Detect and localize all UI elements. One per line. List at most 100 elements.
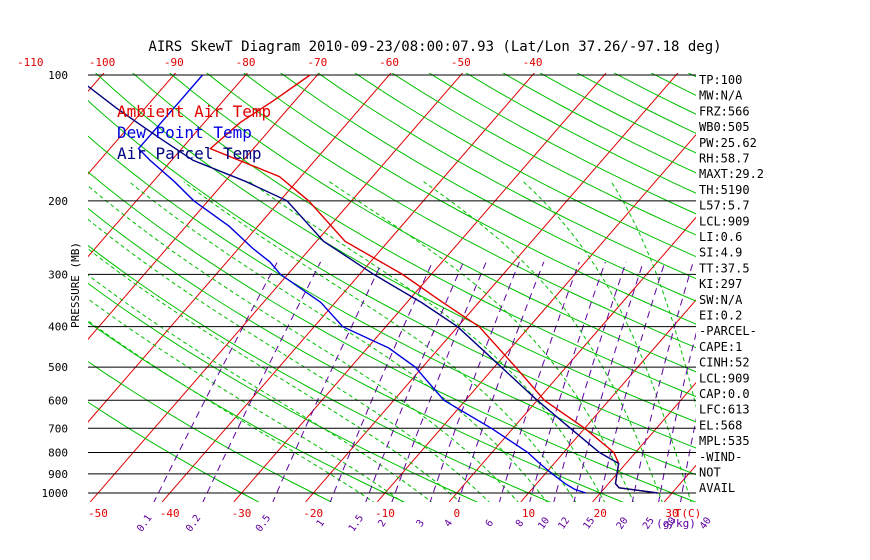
moist-adiabat-line bbox=[88, 218, 490, 502]
bottom-temperature-tick: 0 bbox=[453, 507, 460, 520]
dry-adiabat-line bbox=[391, 73, 696, 236]
dry-adiabat-line bbox=[88, 171, 696, 502]
isotherm-line bbox=[0, 56, 47, 502]
bottom-temperature-tick: 10 bbox=[522, 507, 535, 520]
mixing-ratio-line bbox=[272, 261, 383, 502]
bottom-temperature-tick: -50 bbox=[88, 507, 108, 520]
stat-entry: CAPE:1 bbox=[699, 340, 742, 354]
bottom-temperature-tick: -10 bbox=[375, 507, 395, 520]
dry-adiabat-line bbox=[94, 73, 696, 423]
pressure-tick-label: 400 bbox=[48, 321, 68, 334]
bottom-temperature-tick: 20 bbox=[594, 507, 607, 520]
mixing-ratio-line bbox=[457, 261, 545, 502]
dry-adiabat-line bbox=[502, 73, 696, 174]
mixing-ratio-tick: 0.1 bbox=[135, 513, 154, 534]
dry-adiabat-line bbox=[354, 73, 696, 258]
mixing-ratio-line bbox=[202, 261, 322, 502]
dry-adiabat-line bbox=[131, 73, 696, 398]
legend: Ambient Air Temp Dew Point Temp Air Parc… bbox=[117, 102, 271, 163]
dry-adiabat-line bbox=[88, 244, 551, 502]
mixing-ratio-tick: 0.2 bbox=[184, 513, 203, 534]
mixing-ratio-ticks: 0.1 0.2 0.5 1 1.5 2 3 4 6 8 10 12 15 20 25 30 40(g/kg) bbox=[135, 513, 714, 534]
pressure-tick-labels: 100 200 300 400 500 600 700 800 900 1000 bbox=[42, 69, 69, 500]
mixing-ratio-tick: 0.5 bbox=[254, 513, 273, 534]
stat-entry: LFC:613 bbox=[699, 403, 750, 417]
stat-entry: SI:4.9 bbox=[699, 246, 742, 260]
dry-adiabat-line bbox=[88, 321, 406, 502]
mixing-ratio-line bbox=[153, 261, 278, 502]
legend-entry-ambient: Ambient Air Temp bbox=[117, 102, 271, 121]
stat-entry: MW:N/A bbox=[699, 89, 743, 103]
isotherm-line bbox=[89, 73, 464, 502]
bottom-temperature-unit: T(C) bbox=[675, 507, 702, 520]
moist-adiabat-line bbox=[88, 274, 433, 502]
isotherm-line bbox=[305, 73, 679, 502]
moist-adiabat-line bbox=[522, 181, 692, 502]
pressure-tick-label: 1000 bbox=[42, 487, 69, 500]
stat-entry: L57:5.7 bbox=[699, 199, 750, 213]
series-line bbox=[209, 74, 658, 494]
mixing-ratio-line bbox=[631, 261, 694, 502]
chart-title: AIRS SkewT Diagram 2010-09-23/08:00:07.9… bbox=[148, 39, 721, 55]
pressure-tick-label: 500 bbox=[48, 361, 68, 374]
mixing-ratio-tick: 4 bbox=[443, 518, 455, 529]
dry-adiabat-line bbox=[428, 73, 696, 215]
mixing-ratio-line bbox=[598, 261, 666, 502]
top-temperature-tick: -110 bbox=[17, 56, 44, 69]
dry-adiabat-line bbox=[280, 73, 696, 302]
mixing-ratio-tick: 25 bbox=[641, 515, 657, 531]
isotherm-line bbox=[736, 56, 870, 502]
pressure-tick-label: 800 bbox=[48, 446, 68, 459]
top-temperature-tick: -40 bbox=[523, 56, 543, 69]
moist-adiabat-line bbox=[183, 181, 577, 502]
mixing-ratio-line bbox=[658, 331, 696, 502]
mixing-ratio-tick: 2 bbox=[376, 518, 388, 529]
top-temperature-tick: -90 bbox=[164, 56, 184, 69]
dry-adiabat-line bbox=[88, 207, 624, 502]
bottom-temperature-ticks: -50 -40 -30 -20 -10 0 10 20 30T(C) bbox=[88, 507, 701, 520]
stat-entry: LCL:909 bbox=[699, 214, 750, 228]
pressure-tick-label: 700 bbox=[48, 422, 68, 435]
dry-adiabat-line bbox=[242, 73, 696, 325]
isotherm-line bbox=[663, 464, 696, 502]
mixing-ratio-line bbox=[391, 261, 487, 502]
dry-adiabat-line bbox=[465, 73, 696, 194]
top-temperature-tick: -100 bbox=[89, 56, 116, 69]
isotherm-line bbox=[88, 73, 320, 340]
series-line bbox=[88, 85, 658, 494]
stat-entry: MPL:535 bbox=[699, 434, 750, 448]
mixing-ratio-tick: 6 bbox=[484, 518, 496, 529]
mixing-ratio-line bbox=[680, 417, 696, 502]
stat-entry: TP:100 bbox=[699, 73, 742, 87]
dry-adiabat-line bbox=[576, 73, 696, 134]
mixing-ratio-tick: 3 bbox=[415, 518, 427, 529]
dry-adiabat-line bbox=[88, 282, 479, 502]
dry-adiabat-line bbox=[799, 56, 870, 504]
stat-entry: WB0:505 bbox=[699, 120, 750, 134]
dry-adiabat-line bbox=[205, 73, 696, 349]
isotherm-line bbox=[161, 73, 536, 502]
dry-adiabat-line bbox=[317, 73, 696, 280]
moist-adiabat-line bbox=[329, 181, 634, 502]
mixing-ratio-tick: 1 bbox=[315, 518, 327, 529]
isotherm-line bbox=[233, 73, 607, 502]
stat-entry: LI:0.6 bbox=[699, 230, 742, 244]
isotherm-line bbox=[808, 56, 870, 502]
stat-entry: MAXT:29.2 bbox=[699, 167, 764, 181]
dry-adiabat-line bbox=[539, 73, 696, 154]
pressure-tick-label: 600 bbox=[48, 394, 68, 407]
stat-entry: TT:37.5 bbox=[699, 261, 750, 275]
top-temperature-ticks: -120-110-100-90-80-70-60-50-40 bbox=[17, 56, 543, 69]
mixing-ratio-unit: (g/kg) bbox=[656, 517, 696, 530]
mixing-ratio-line bbox=[365, 261, 464, 502]
mixing-ratio-line bbox=[498, 261, 580, 502]
pressure-tick-label: 900 bbox=[48, 468, 68, 481]
stat-entry: SW:N/A bbox=[699, 293, 743, 307]
stat-entry: FRZ:566 bbox=[699, 104, 750, 118]
dry-adiabat-line bbox=[763, 56, 870, 504]
mixing-ratio-line bbox=[573, 261, 644, 502]
dry-adiabat-line bbox=[88, 401, 260, 502]
bottom-temperature-tick: -40 bbox=[160, 507, 180, 520]
mixing-ratio-line bbox=[429, 261, 520, 502]
